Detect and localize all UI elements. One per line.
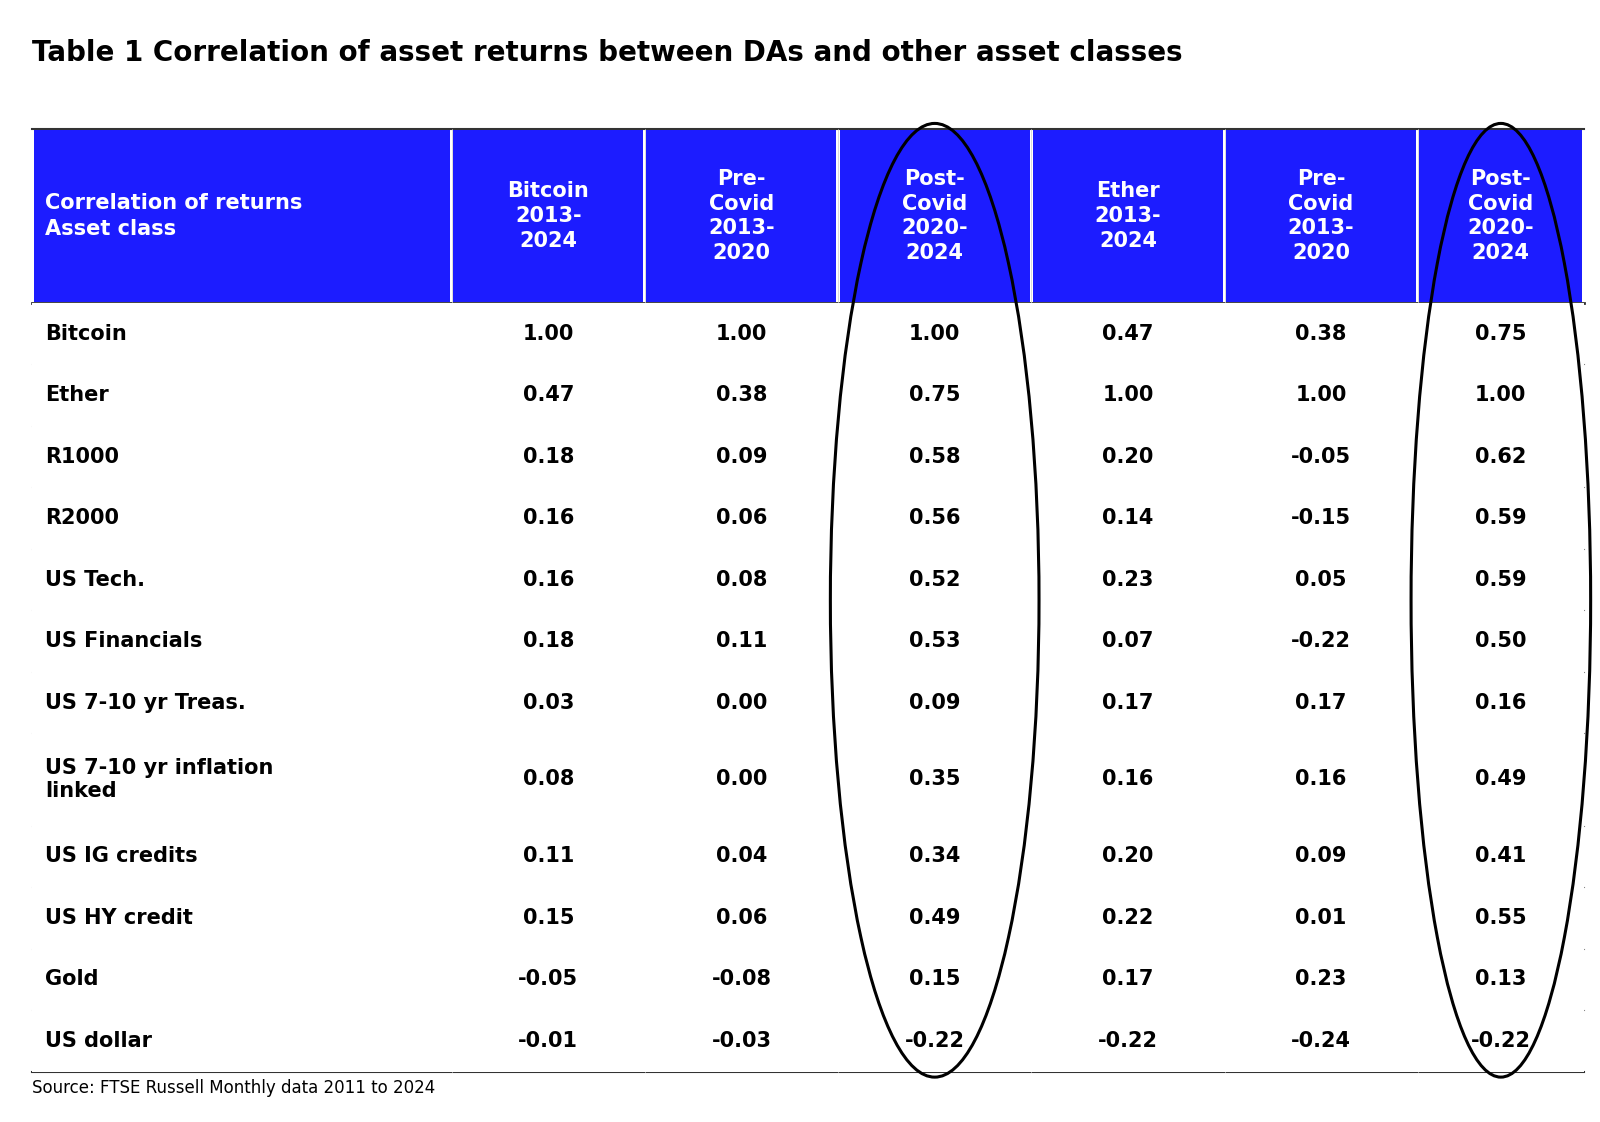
Text: 0.20: 0.20: [1102, 846, 1154, 866]
Text: -0.08: -0.08: [712, 969, 771, 990]
Text: 0.59: 0.59: [1475, 508, 1526, 528]
Text: Post-
Covid
2020-
2024: Post- Covid 2020- 2024: [901, 168, 968, 264]
Text: Pre-
Covid
2013-
2020: Pre- Covid 2013- 2020: [709, 168, 774, 264]
Text: 0.04: 0.04: [715, 846, 766, 866]
Text: 0.17: 0.17: [1296, 692, 1347, 712]
Text: US HY credit: US HY credit: [45, 908, 192, 928]
Text: Ether: Ether: [45, 385, 109, 405]
Text: 0.22: 0.22: [1102, 908, 1154, 928]
Text: -0.22: -0.22: [1470, 1031, 1531, 1051]
Text: Gold: Gold: [45, 969, 98, 990]
Text: 0.18: 0.18: [523, 631, 574, 651]
Text: 0.34: 0.34: [909, 846, 960, 866]
Text: 0.62: 0.62: [1475, 447, 1526, 467]
Text: 0.23: 0.23: [1296, 969, 1347, 990]
Text: -0.15: -0.15: [1291, 508, 1350, 528]
Text: 1.00: 1.00: [909, 323, 960, 343]
Text: Bitcoin
2013-
2024: Bitcoin 2013- 2024: [507, 181, 589, 251]
Text: 0.16: 0.16: [523, 570, 574, 590]
Text: 0.00: 0.00: [715, 770, 766, 790]
Text: 0.00: 0.00: [715, 692, 766, 712]
Text: 0.11: 0.11: [523, 846, 574, 866]
Text: 0.16: 0.16: [1102, 770, 1154, 790]
Text: -0.01: -0.01: [518, 1031, 578, 1051]
Text: 0.15: 0.15: [523, 908, 574, 928]
Text: 1.00: 1.00: [1475, 385, 1526, 405]
Text: 0.09: 0.09: [715, 447, 768, 467]
Text: 0.09: 0.09: [1296, 846, 1347, 866]
Text: -0.22: -0.22: [1098, 1031, 1158, 1051]
Text: 0.11: 0.11: [715, 631, 766, 651]
Text: 0.52: 0.52: [909, 570, 960, 590]
Text: 0.23: 0.23: [1102, 570, 1154, 590]
Text: 0.06: 0.06: [715, 508, 766, 528]
Text: 0.56: 0.56: [909, 508, 960, 528]
Text: 0.16: 0.16: [1296, 770, 1347, 790]
Text: 0.08: 0.08: [715, 570, 766, 590]
Text: 0.75: 0.75: [909, 385, 960, 405]
Text: Post-
Covid
2020-
2024: Post- Covid 2020- 2024: [1467, 168, 1534, 264]
Text: 0.47: 0.47: [1102, 323, 1154, 343]
Text: 0.59: 0.59: [1475, 570, 1526, 590]
Text: 0.35: 0.35: [909, 770, 960, 790]
Text: 1.00: 1.00: [715, 323, 766, 343]
Text: 0.03: 0.03: [523, 692, 574, 712]
Text: 0.18: 0.18: [523, 447, 574, 467]
Text: Source: FTSE Russell Monthly data 2011 to 2024: Source: FTSE Russell Monthly data 2011 t…: [32, 1079, 435, 1097]
Text: Pre-
Covid
2013-
2020: Pre- Covid 2013- 2020: [1288, 168, 1355, 264]
Text: Table 1 Correlation of asset returns between DAs and other asset classes: Table 1 Correlation of asset returns bet…: [32, 39, 1182, 67]
Text: -0.05: -0.05: [518, 969, 578, 990]
Text: 0.50: 0.50: [1475, 631, 1526, 651]
Text: 0.16: 0.16: [523, 508, 574, 528]
Text: 0.17: 0.17: [1102, 969, 1154, 990]
Text: -0.03: -0.03: [712, 1031, 771, 1051]
Text: R2000: R2000: [45, 508, 118, 528]
Text: -0.05: -0.05: [1291, 447, 1350, 467]
Text: Ether
2013-
2024: Ether 2013- 2024: [1094, 181, 1162, 251]
Text: -0.22: -0.22: [904, 1031, 965, 1051]
Text: US IG credits: US IG credits: [45, 846, 197, 866]
Text: 0.58: 0.58: [909, 447, 960, 467]
Text: US 7-10 yr inflation
linked: US 7-10 yr inflation linked: [45, 757, 274, 801]
Text: 0.17: 0.17: [1102, 692, 1154, 712]
Text: 0.01: 0.01: [1296, 908, 1347, 928]
Text: 0.07: 0.07: [1102, 631, 1154, 651]
Text: -0.22: -0.22: [1291, 631, 1350, 651]
Text: 0.14: 0.14: [1102, 508, 1154, 528]
Text: Bitcoin: Bitcoin: [45, 323, 126, 343]
Text: 0.16: 0.16: [1475, 692, 1526, 712]
Text: 1.00: 1.00: [1102, 385, 1154, 405]
Text: US Tech.: US Tech.: [45, 570, 146, 590]
Text: 0.06: 0.06: [715, 908, 766, 928]
Text: 0.53: 0.53: [909, 631, 960, 651]
Text: 0.38: 0.38: [715, 385, 766, 405]
Text: 0.75: 0.75: [1475, 323, 1526, 343]
Text: 1.00: 1.00: [523, 323, 574, 343]
Text: 1.00: 1.00: [1296, 385, 1347, 405]
Text: 0.49: 0.49: [909, 908, 960, 928]
Text: 0.20: 0.20: [1102, 447, 1154, 467]
Text: -0.24: -0.24: [1291, 1031, 1350, 1051]
Text: R1000: R1000: [45, 447, 118, 467]
Text: 0.49: 0.49: [1475, 770, 1526, 790]
Text: 0.47: 0.47: [523, 385, 574, 405]
Text: 0.08: 0.08: [523, 770, 574, 790]
Text: US dollar: US dollar: [45, 1031, 152, 1051]
Text: 0.09: 0.09: [909, 692, 960, 712]
Text: 0.05: 0.05: [1296, 570, 1347, 590]
Text: US 7-10 yr Treas.: US 7-10 yr Treas.: [45, 692, 245, 712]
Text: 0.13: 0.13: [1475, 969, 1526, 990]
Text: Correlation of returns
Asset class: Correlation of returns Asset class: [45, 193, 302, 239]
Text: 0.15: 0.15: [909, 969, 960, 990]
Text: 0.38: 0.38: [1296, 323, 1347, 343]
Text: 0.41: 0.41: [1475, 846, 1526, 866]
Text: US Financials: US Financials: [45, 631, 202, 651]
Text: 0.55: 0.55: [1475, 908, 1526, 928]
